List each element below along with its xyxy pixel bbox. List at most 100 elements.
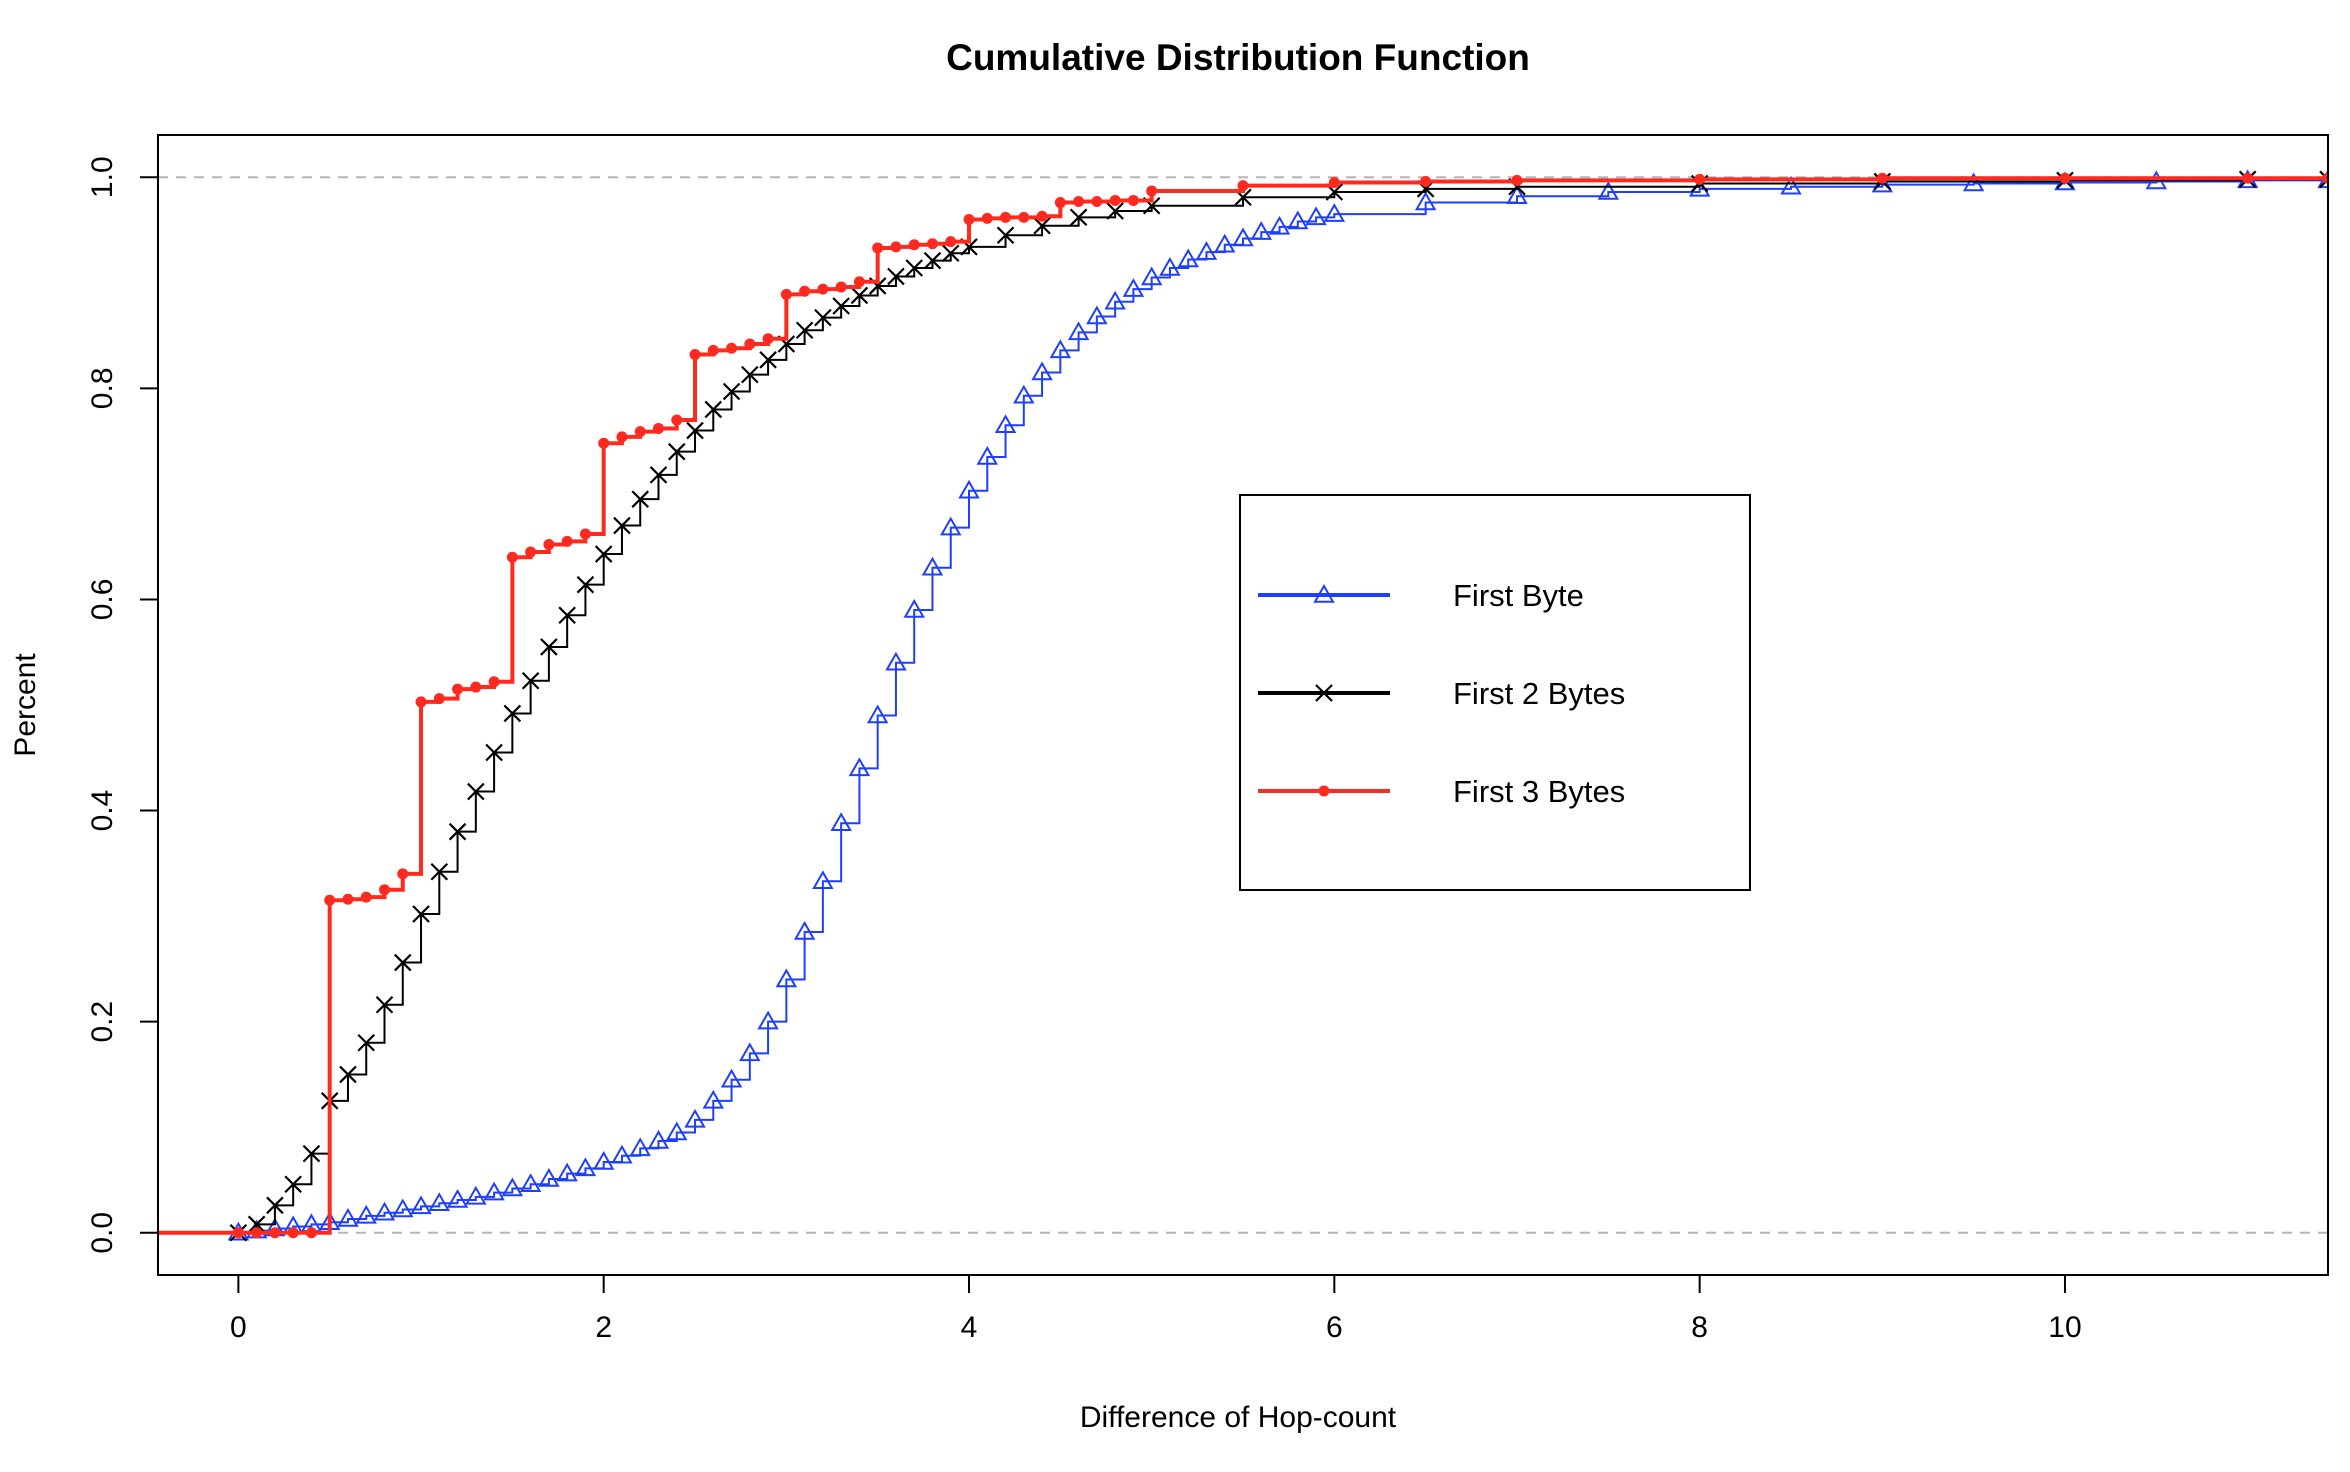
data-point-dot [1511,174,1523,186]
data-point-triangle [1268,215,1291,235]
data-point-cross [759,351,777,369]
data-point-cross [941,244,960,263]
y-tick-label: 0.2 [86,1001,119,1043]
data-point-triangle [592,1151,615,1170]
data-point-dot [634,426,646,438]
data-point-dot [433,693,445,705]
data-point-dot [2322,172,2328,184]
data-point-dot [780,288,792,300]
data-point-triangle [629,1137,651,1157]
series-line [158,178,2328,1234]
data-point-cross [814,308,832,327]
data-point-dot [2059,172,2071,184]
data-point-cross [649,466,668,484]
data-point-triangle [465,1185,487,1205]
data-point-dot [707,344,719,356]
data-point-cross [412,905,430,923]
x-tick-label: 2 [595,1311,612,1344]
series-2 [158,172,2328,1239]
data-point-dot [652,422,664,434]
data-point-dot [397,868,409,880]
data-point-dot [1146,185,1158,197]
data-point-dot [981,212,993,224]
data-point-triangle [1159,256,1181,276]
data-point-cross [448,822,467,841]
data-point-dot [561,535,573,547]
data-point-triangle [666,1121,688,1141]
data-point-dot [726,342,738,354]
data-point-triangle [702,1089,725,1109]
data-point-triangle [793,920,816,940]
series-0 [158,169,2328,1241]
data-point-cross [1106,202,1124,220]
chart-title: Cumulative Distribution Function [946,37,1530,78]
data-point-triangle [1214,233,1236,253]
data-point-dot [452,683,464,695]
data-point-triangle [1031,361,1053,381]
data-point-cross [339,1065,357,1084]
data-point-triangle [1232,227,1254,247]
data-point-triangle [1597,180,1620,200]
data-point-cross [521,671,540,690]
data-point-cross [302,1144,321,1163]
data-point-dot [872,242,884,254]
data-point-triangle [410,1195,432,1215]
data-point-dot [251,1227,263,1239]
data-point-cross [795,321,814,340]
data-point-cross [996,226,1015,245]
data-point-dot [1036,210,1048,222]
data-point-dot [762,333,774,345]
data-point-cross [540,638,558,656]
y-tick-label: 0.8 [86,367,119,409]
data-point-dot [1318,785,1330,797]
data-point-triangle [538,1167,560,1187]
series-1 [158,170,2328,1242]
data-point-dot [1073,196,1085,207]
data-point-dot [744,338,756,350]
data-point-triangle [684,1108,706,1128]
data-point-dot [525,546,537,558]
data-point-cross [631,490,650,508]
data-point-dot [1127,194,1139,206]
data-point-dot [963,213,975,225]
data-point-triangle [720,1068,743,1088]
x-tick-label: 8 [1691,1311,1708,1344]
data-point-cross [467,782,485,801]
data-point-dot [324,894,336,906]
legend: First Byte First 2 Bytes First 3 Bytes [1239,494,1751,891]
data-point-cross [1069,208,1088,227]
data-point-dot [1018,211,1030,223]
data-point-dot [1876,172,1888,184]
data-point-dot [1054,197,1066,209]
data-point-triangle [446,1189,469,1208]
data-point-triangle [1177,248,1199,268]
data-point-dot [1420,175,1432,187]
data-point-cross [594,545,613,563]
data-point-triangle [1067,321,1090,341]
data-point-triangle [1414,191,1437,211]
data-point-dot [616,431,628,443]
data-point-cross [704,400,723,419]
data-point-dot [799,285,811,297]
data-point-cross [266,1196,284,1215]
data-point-cross [284,1175,302,1193]
data-point-dot [1694,173,1706,185]
data-point-triangle [830,812,852,831]
data-point-cross [485,743,503,762]
data-point-dot [1000,211,1012,223]
legend-label: First Byte [1453,578,1584,613]
data-point-cross [576,575,595,594]
data-point-cross [923,251,942,270]
data-point-dot [305,1227,317,1239]
data-point-triangle [903,598,925,618]
data-point-triangle [556,1162,578,1182]
data-point-dot [689,349,701,361]
data-point-cross [613,516,631,535]
data-point-dot [1328,177,1340,188]
data-point-triangle [994,414,1017,434]
data-point-dot [598,437,610,449]
data-point-triangle [1305,206,1327,226]
data-point-triangle [1104,290,1126,310]
data-point-dot [378,884,390,896]
y-tick-label: 0.6 [86,579,119,621]
